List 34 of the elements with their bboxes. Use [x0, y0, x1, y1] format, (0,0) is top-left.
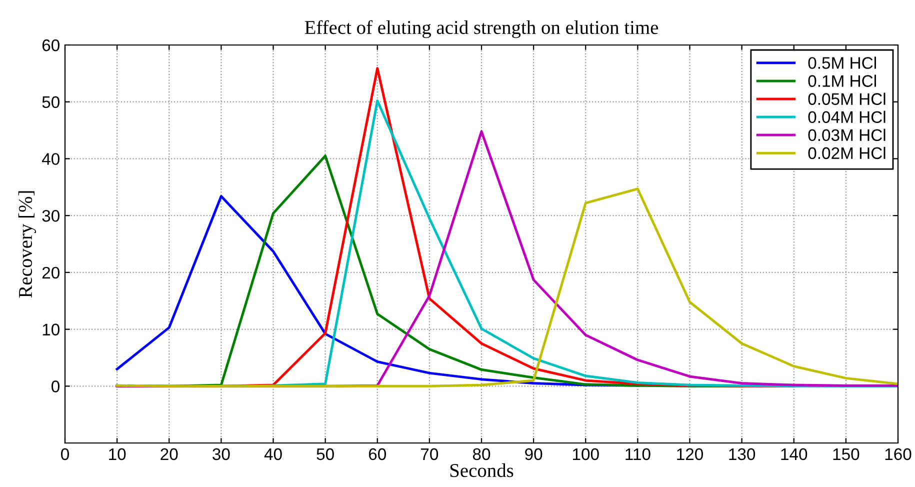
- y-tick-label: 20: [42, 266, 60, 279]
- x-tick-label: 60: [368, 448, 386, 460]
- y-tick-label: 10: [42, 324, 60, 336]
- x-tick-label: 90: [525, 448, 542, 460]
- x-tick-label: 70: [421, 448, 438, 460]
- x-tick-label: 0: [61, 448, 69, 460]
- y-tick-label: 40: [42, 153, 60, 165]
- x-tick-label: 110: [626, 448, 650, 460]
- chart-title: Effect of eluting acid strength on elution time: [304, 20, 658, 38]
- legend-label: 0.5M HCl: [808, 56, 876, 69]
- x-tick-label: 150: [833, 448, 860, 460]
- y-axis-title: Recovery [%]: [18, 191, 36, 298]
- x-tick-label: 10: [109, 448, 126, 460]
- x-tick-label: 50: [316, 448, 334, 460]
- legend-label: 0.05M HCl: [808, 92, 886, 105]
- x-tick-label: 20: [160, 448, 178, 460]
- x-tick-label: 140: [781, 448, 808, 460]
- x-tick-label: 120: [677, 448, 704, 460]
- x-axis-title: Seconds: [450, 463, 514, 478]
- legend-label: 0.02M HCl: [808, 146, 886, 160]
- legend-label: 0.04M HCl: [808, 110, 886, 124]
- y-tick-label: 0: [52, 380, 60, 392]
- x-tick-label: 160: [885, 448, 912, 460]
- y-tick-label: 50: [42, 96, 60, 108]
- x-tick-label: 40: [264, 448, 282, 460]
- x-tick-label: 30: [212, 448, 230, 460]
- y-tick-label: 30: [42, 210, 60, 222]
- x-tick-label: 100: [572, 448, 599, 460]
- y-tick-label: 60: [42, 39, 60, 52]
- legend-label: 0.1M HCl: [808, 74, 876, 87]
- line-series: [116, 188, 898, 388]
- x-tick-label: 130: [729, 448, 756, 460]
- legend-label: 0.03M HCl: [808, 128, 886, 142]
- x-tick-label: 80: [472, 448, 490, 460]
